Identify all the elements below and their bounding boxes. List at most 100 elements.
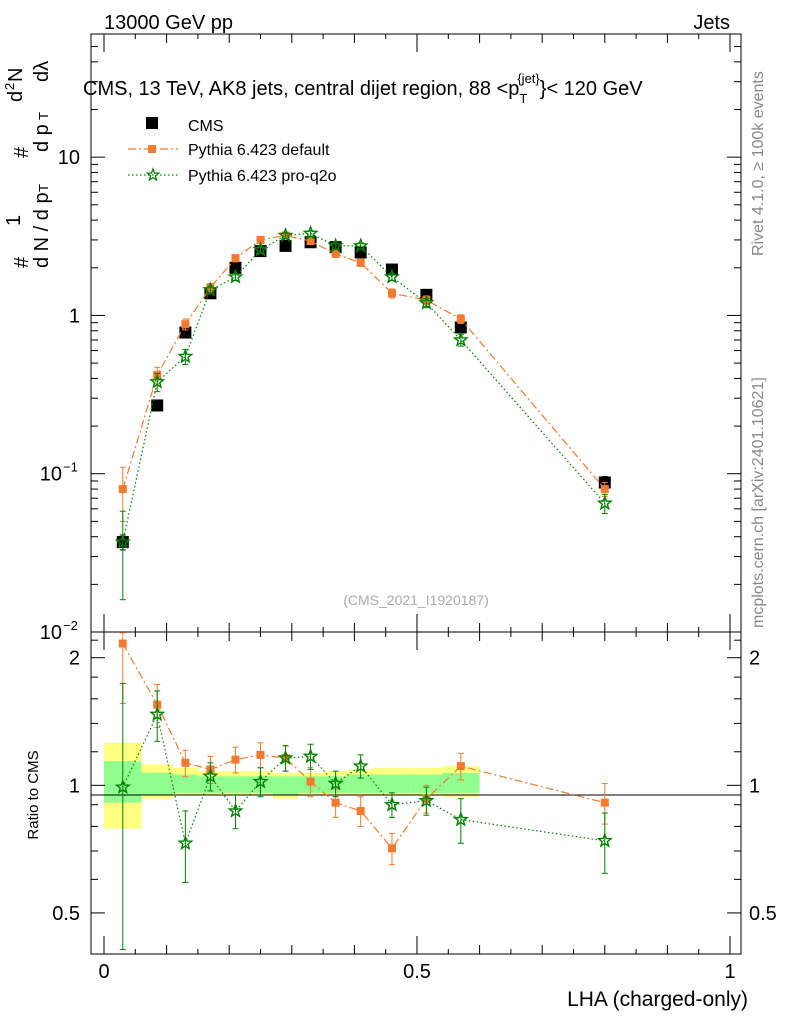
ylabel-hash-2: # [11,146,33,158]
ratio-proq2o-point [149,705,166,722]
cms-point [454,321,467,334]
ratio-proq2o-point [352,757,369,774]
ylabel-dlambda: dλ [31,61,53,82]
ratio-default-point [306,777,315,786]
legend-marker-default [148,145,156,153]
ratio-proq2o-point [383,796,400,812]
proq2o-point [177,347,194,364]
proq2o-point [227,268,244,284]
ratio-y-tick-label-right: 1 [749,775,760,797]
ratio-proq2o-point [327,774,344,791]
ratio-proq2o-line [122,712,605,846]
chart-title: CMS, 13 TeV, AK8 jets, central dijet reg… [83,71,643,106]
ratio-default-point [456,762,465,771]
proq2o-point [383,268,400,284]
proq2o-point [352,237,369,253]
default-point [118,485,127,494]
ratio-proq2o-point [277,749,294,765]
default-point [600,485,609,494]
proq2o-point [302,224,319,241]
cms-point [229,261,242,274]
ylabel-hash-1: # [11,256,33,268]
cms-point [279,239,292,252]
default-point [256,235,265,244]
ratio-proq2o-point [302,747,319,764]
ylabel-sub-t2: T [36,112,51,120]
ratio-band-inner [172,774,198,793]
default-point [231,254,240,263]
ratio-proq2o-point [177,834,194,851]
ylabel-d-pT: d p [31,124,53,152]
ratio-default-point [387,844,396,853]
default-point [456,314,465,323]
ylabel-one: 1 [3,215,25,226]
ratio-curves [114,632,613,950]
ratio-default-point [600,798,609,807]
proq2o-point [327,237,344,253]
ylabel-N: N [5,68,27,82]
default-point [387,289,396,298]
ratio-y-tick-label-right: 2 [749,648,760,670]
legend-label-proq2o: Pythia 6.423 pro-q2o [188,168,337,185]
legend-label-cms: CMS [188,118,224,135]
cms-point [354,246,367,259]
ylabel-sup-2: 2 [2,83,17,90]
proq2o-point [252,241,269,257]
ratio-default-point [331,798,340,807]
ratio-band-inner [348,774,374,793]
ratio-default-point [118,639,127,648]
ratio-default-point [181,758,190,767]
main-y-tick-label: 1 [69,305,80,327]
proq2o-point [114,533,131,549]
default-point [356,258,365,267]
x-axis-label: LHA (charged-only) [567,988,748,1011]
main-y-tick-exponent: −2 [63,618,78,633]
x-tick-labels: 0 0.5 1 [98,961,735,983]
ratio-default-point [231,755,240,764]
ratio-default-line [122,643,605,850]
x-tick-label: 0 [98,961,109,983]
ylabel-d2N: d [5,91,27,102]
ratio-proq2o-point [202,767,219,784]
ratio-y-tick-label-left: 2 [69,648,80,670]
ratio-default-point [256,750,265,759]
x-tick-label: 1 [724,961,735,983]
proq2o-line [122,232,606,543]
ratio-panel: 0.5 0.5 1 1 2 2 Ratio to CMS [25,631,777,955]
default-point [331,249,340,258]
ratio-y-tick-label-left: 1 [69,775,80,797]
ylabel-dN-dpT: d N / d p [31,192,53,268]
main-y-tick-label: 10 [40,464,62,486]
header-right: Jets [693,12,730,34]
main-curves [114,224,613,601]
legend-label-default: Pythia 6.423 default [188,142,330,159]
main-ylabel: # d N / d p T 1 # d p T dλ d 2 N [2,61,53,268]
proq2o-point [202,281,219,297]
proq2o-point [452,331,469,347]
default-line [122,234,606,490]
ratio-proq2o-point [227,802,244,818]
ratio-ylabel: Ratio to CMS [25,750,42,839]
ratio-band-inner [373,774,411,793]
ratio-y-tick-label-left: 0.5 [52,903,80,925]
ratio-axis-ticks: 0.5 0.5 1 1 2 2 [52,632,777,954]
ratio-proq2o-point [596,832,613,848]
main-y-tick-label: 10 [58,147,80,169]
x-tick-label: 0.5 [403,961,431,983]
rivet-label: Rivet 4.1.0, ≥ 100k events [750,71,767,256]
legend-marker-cms [146,117,158,129]
ratio-proq2o-point [418,792,435,808]
cms-point [151,399,164,412]
ratio-proq2o-point [252,773,269,789]
legend-star-shape [145,167,161,182]
ratio-band-inner [273,776,299,795]
ratio-frame [90,631,742,955]
watermark: (CMS_2021_I1920187) [343,592,489,608]
ratio-band-inner [222,776,248,793]
proq2o-point [277,226,294,243]
main-y-tick-exponent: −1 [63,460,78,475]
ratio-proq2o-point [114,778,131,795]
